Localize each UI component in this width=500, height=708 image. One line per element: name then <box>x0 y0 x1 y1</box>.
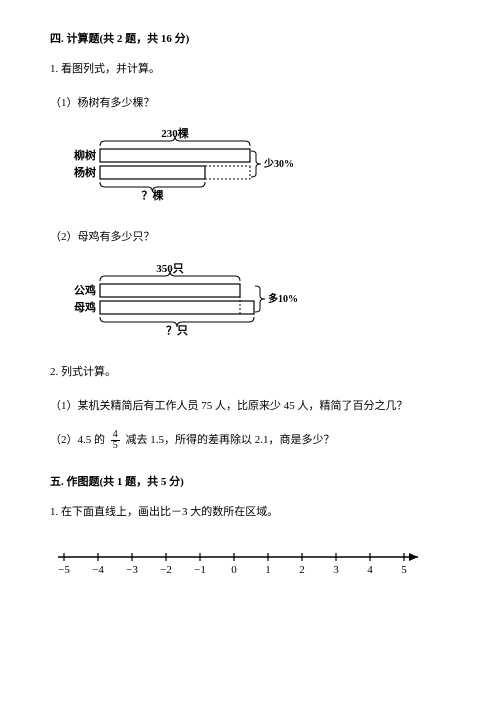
svg-text:−5: −5 <box>58 564 70 576</box>
svg-text:350只: 350只 <box>156 262 184 275</box>
svg-text:−2: −2 <box>160 564 172 576</box>
page-content: 四. 计算题(共 2 题，共 16 分) 1. 看图列式，并计算。 （1）杨树有… <box>0 0 500 607</box>
s5-q1: 1. 在下面直线上，画出比－3 大的数所在区域。 <box>50 503 450 523</box>
q2-part2: （2）4.5 的 4 5 减去 1.5，所得的差再除以 2.1，商是多少？ <box>50 430 450 451</box>
q1-part1-label: （1）杨树有多少棵？ <box>50 94 450 114</box>
svg-text:母鸡: 母鸡 <box>74 300 96 314</box>
svg-text:5: 5 <box>401 564 407 576</box>
svg-text:0: 0 <box>231 564 237 576</box>
q2-part2-b: 减去 1.5，所得的差再除以 2.1，商是多少？ <box>126 434 335 446</box>
q2-part2-a: （2）4.5 的 <box>50 434 105 446</box>
svg-text:？只: ？只 <box>166 324 188 337</box>
diagram-trees: 230棵柳树杨树 少30% ？棵 <box>70 127 450 210</box>
diagram-chickens: 350只公鸡母鸡 多10% ？只 <box>70 262 450 345</box>
svg-text:少30%: 少30% <box>263 157 294 170</box>
section4-header: 四. 计算题(共 2 题，共 16 分) <box>50 30 450 50</box>
svg-text:−1: −1 <box>194 564 206 576</box>
svg-text:−4: −4 <box>92 564 104 576</box>
svg-text:公鸡: 公鸡 <box>74 283 96 297</box>
svg-text:2: 2 <box>299 564 305 576</box>
q1-prompt: 1. 看图列式，并计算。 <box>50 60 450 80</box>
svg-text:3: 3 <box>333 564 339 576</box>
q2-prompt: 2. 列式计算。 <box>50 363 450 383</box>
svg-text:杨树: 杨树 <box>74 165 96 179</box>
section5-header: 五. 作图题(共 1 题，共 5 分) <box>50 473 450 493</box>
svg-text:−3: −3 <box>126 564 138 576</box>
fraction-denominator: 5 <box>111 441 120 451</box>
svg-text:1: 1 <box>265 564 271 576</box>
svg-text:多10%: 多10% <box>268 292 298 305</box>
svg-text:4: 4 <box>367 564 373 576</box>
svg-text:柳树: 柳树 <box>74 148 96 162</box>
number-line: −5 −4 −3 −2 −1 0 1 2 3 4 5 <box>50 539 450 587</box>
q2-part1: （1）某机关精简后有工作人员 75 人，比原来少 45 人，精简了百分之几？ <box>50 397 450 417</box>
q1-part2-label: （2）母鸡有多少只？ <box>50 228 450 248</box>
fraction-4-5: 4 5 <box>111 430 120 451</box>
svg-text:230棵: 230棵 <box>161 127 189 140</box>
svg-text:？棵: ？棵 <box>142 188 164 202</box>
